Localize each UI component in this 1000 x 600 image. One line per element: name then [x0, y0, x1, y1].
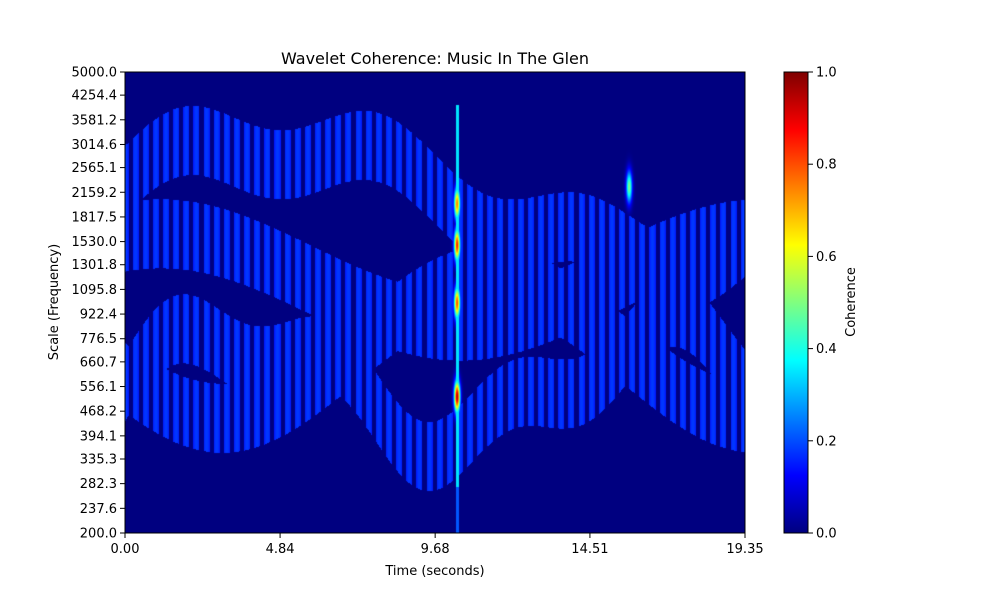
x-tick-label: 4.84 — [266, 542, 295, 557]
y-tick-label: 1817.5 — [72, 210, 118, 225]
y-axis: 200.0 237.6 282.3 335.3 394.1 468.2 556.1 660.7… — [72, 66, 125, 542]
colorbar-tick-label: 0.6 — [816, 250, 837, 265]
y-tick-label: 4254.4 — [72, 89, 118, 104]
y-tick-label: 200.0 — [80, 527, 117, 542]
y-tick-label: 2159.2 — [72, 186, 118, 201]
y-tick-label: 660.7 — [80, 355, 117, 370]
x-tick-label: 14.51 — [571, 542, 608, 557]
x-tick-label: 0.00 — [111, 542, 140, 557]
chart-title: Wavelet Coherence: Music In The Glen — [281, 49, 589, 68]
colorbar-tick-label: 1.0 — [816, 66, 837, 81]
y-tick-label: 1530.0 — [72, 235, 118, 250]
y-tick-label: 282.3 — [80, 477, 117, 492]
heatmap-image — [125, 72, 745, 533]
y-axis-label: Scale (Frequency) — [47, 244, 62, 360]
colorbar-gradient — [783, 71, 809, 534]
y-tick-label: 237.6 — [80, 502, 117, 517]
x-axis: 0.00 4.84 9.68 14.51 19.35 — [111, 533, 764, 557]
y-tick-label: 1301.8 — [72, 258, 118, 273]
y-tick-label: 2565.1 — [72, 161, 118, 176]
y-tick-label: 394.1 — [80, 429, 117, 444]
x-axis-label: Time (seconds) — [384, 564, 484, 579]
y-tick-label: 5000.0 — [72, 66, 118, 81]
colorbar-ticks: 0.0 0.2 0.4 0.6 0.8 1.0 — [808, 66, 837, 542]
colorbar: 0.0 0.2 0.4 0.6 0.8 1.0 Coherence — [783, 66, 859, 542]
x-tick-label: 19.35 — [726, 542, 763, 557]
y-tick-label: 922.4 — [80, 308, 117, 323]
y-tick-label: 468.2 — [80, 405, 117, 420]
y-tick-label: 776.5 — [80, 332, 117, 347]
y-tick-label: 1095.8 — [72, 283, 118, 298]
colorbar-tick-label: 0.4 — [816, 342, 837, 357]
y-tick-label: 335.3 — [80, 452, 117, 467]
y-tick-label: 556.1 — [80, 380, 117, 395]
y-tick-label: 3581.2 — [72, 113, 118, 128]
colorbar-tick-label: 0.8 — [816, 158, 837, 173]
colorbar-label: Coherence — [844, 267, 859, 337]
colorbar-tick-label: 0.0 — [816, 527, 837, 542]
colorbar-tick-label: 0.2 — [816, 434, 837, 449]
y-tick-label: 3014.6 — [72, 138, 118, 153]
x-tick-label: 9.68 — [421, 542, 450, 557]
